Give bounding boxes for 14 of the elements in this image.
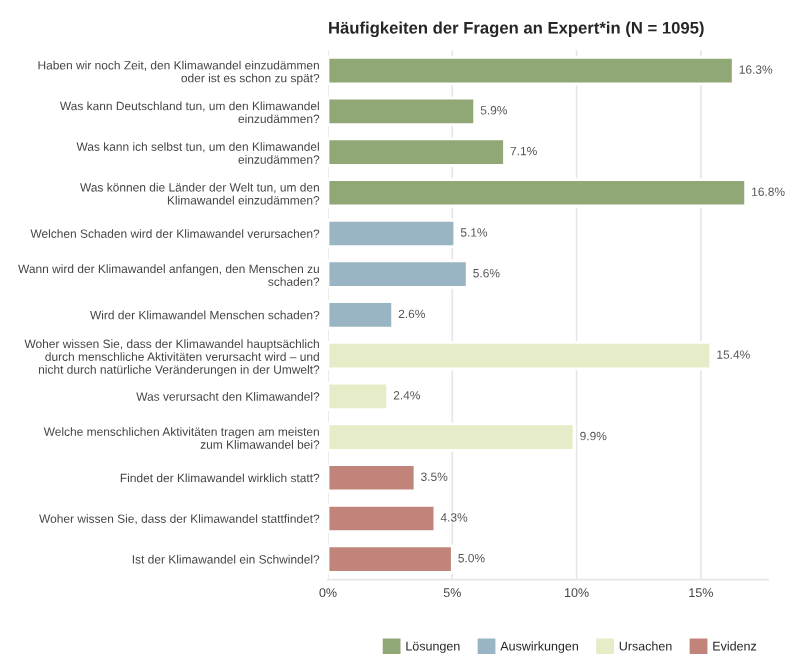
bar	[328, 422, 576, 452]
bar	[328, 55, 735, 86]
bar	[328, 381, 390, 411]
bar	[328, 218, 457, 249]
bar	[328, 137, 506, 167]
bar	[328, 259, 469, 289]
bar	[328, 340, 713, 371]
chart-title: Häufigkeiten der Fragen an Expert*in (N = 1095)	[329, 21, 704, 38]
bar	[328, 300, 395, 330]
bar	[328, 96, 477, 126]
bar	[328, 503, 437, 534]
bar	[328, 178, 748, 208]
bar	[328, 463, 417, 493]
bar	[328, 544, 454, 574]
